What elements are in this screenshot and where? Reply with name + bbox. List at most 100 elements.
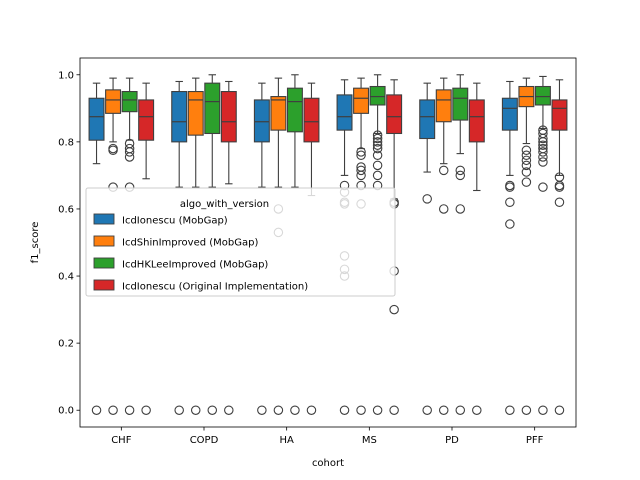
outlier-point: [372, 130, 383, 140]
outlier-point: [91, 405, 102, 415]
plot-frame: [79, 57, 577, 428]
box-iqr: [220, 90, 237, 143]
legend: algo_with_version IcdIonescu (MobGap)Icd…: [85, 187, 396, 297]
legend-item-icdionescu-original-implementation: IcdIonescu (Original Implementation): [93, 279, 308, 293]
box-icdshinimproved-mobgap-pff: [518, 77, 535, 415]
x-axis-label: cohort: [312, 458, 344, 469]
outlier-point: [207, 405, 218, 415]
box-iqr: [171, 90, 188, 143]
y-tick-label: 1.0: [58, 70, 74, 81]
outlier-point: [108, 405, 118, 415]
box-icdhkleeimproved-mobgap-pff: [534, 75, 551, 415]
box-iqr: [286, 87, 303, 133]
box-iqr: [138, 99, 155, 141]
box-iqr: [501, 97, 518, 131]
outlier-point: [257, 405, 267, 415]
box-icdionescu-original-implementation-pd: [468, 82, 485, 415]
legend-item-icdhkleeimproved-mobgap: IcdHKLeeImproved (MobGap): [93, 257, 268, 271]
outlier-point: [372, 160, 383, 171]
box-iqr: [187, 90, 204, 136]
outlier-point: [538, 405, 548, 415]
legend-title: algo_with_version: [180, 199, 269, 210]
outlier-point: [356, 170, 366, 181]
x-tick-label-pd: PD: [445, 435, 459, 446]
legend-item-icdionescu-mobgap: IcdIonescu (MobGap): [93, 213, 228, 227]
outlier-point: [521, 167, 532, 177]
outlier-point: [554, 405, 565, 415]
outlier-point: [372, 133, 383, 144]
outlier-point: [124, 405, 135, 415]
outlier-point: [505, 405, 515, 415]
outlier-point: [372, 143, 383, 154]
box-iqr: [88, 97, 105, 141]
y-tick-label: 0.2: [58, 339, 74, 350]
box-iqr: [468, 99, 485, 143]
outlier-point: [521, 150, 532, 161]
outlier-point: [554, 197, 565, 207]
box-icdhkleeimproved-mobgap-ha: [286, 74, 303, 415]
y-tick-label: 0.8: [58, 137, 74, 148]
legend-swatch: [93, 213, 115, 225]
box-icdhkleeimproved-mobgap-ms: [369, 74, 386, 415]
box-icdionescu-mobgap-pd: [419, 82, 436, 415]
legend-frame: [85, 187, 396, 297]
box-iqr: [353, 87, 370, 114]
y-tick-label: 0.6: [58, 204, 74, 215]
y-tick-label: 0.4: [58, 272, 74, 283]
outlier-point: [224, 405, 234, 415]
box-iqr: [105, 89, 122, 114]
legend-label: IcdHKLeeImproved (MobGap): [122, 260, 268, 271]
outlier-point: [538, 140, 548, 150]
outlier-point: [538, 182, 548, 192]
box-iqr: [204, 82, 221, 135]
outlier-point: [538, 157, 548, 167]
outlier-point: [455, 204, 466, 214]
outlier-point: [174, 405, 184, 415]
x-tick-label-chf: CHF: [111, 435, 132, 446]
outlier-point: [124, 152, 135, 162]
box-icdionescu-original-implementation-pff: [551, 79, 568, 415]
outlier-point: [438, 405, 449, 415]
outlier-point: [505, 219, 515, 229]
outlier-point: [356, 147, 366, 157]
x-tick-label-pff: PFF: [526, 435, 544, 446]
outlier-point: [372, 137, 383, 147]
y-axis-label: f1_score: [30, 222, 41, 264]
outlier-point: [538, 143, 548, 154]
outlier-point: [306, 405, 317, 415]
box-iqr: [336, 94, 353, 131]
x-tick-label-ha: HA: [279, 435, 294, 446]
outlier-point: [356, 162, 366, 172]
outlier-point: [554, 172, 565, 182]
outlier-point: [521, 177, 532, 187]
outlier-point: [389, 304, 399, 315]
outlier-point: [372, 405, 383, 415]
outlier-point: [505, 180, 515, 191]
box-iqr: [270, 96, 287, 131]
outlier-point: [273, 405, 284, 415]
box-iqr: [435, 89, 452, 123]
legend-items: IcdIonescu (MobGap) IcdShinImproved (MobG…: [93, 213, 308, 293]
box-iqr: [551, 99, 568, 131]
box-icdshinimproved-mobgap-pd: [435, 77, 452, 415]
outlier-point: [290, 405, 300, 415]
legend-swatch: [93, 235, 115, 247]
box-icdionescu-mobgap-pff: [501, 80, 518, 415]
outlier-point: [538, 128, 548, 139]
box-icdionescu-mobgap-chf: [88, 82, 105, 415]
outlier-point: [372, 150, 383, 161]
legend-label: IcdIonescu (MobGap): [122, 216, 228, 227]
outlier-point: [538, 152, 548, 162]
outlier-point: [438, 204, 449, 214]
box-icdhkleeimproved-mobgap-copd: [204, 74, 221, 415]
x-tick-label-copd: COPD: [190, 435, 219, 446]
outlier-point: [422, 405, 432, 415]
box-iqr: [386, 94, 403, 135]
outlier-point: [521, 155, 532, 166]
box-icdionescu-mobgap-copd: [171, 80, 188, 415]
outlier-point: [521, 145, 532, 156]
legend-swatch: [93, 257, 115, 269]
box-icdionescu-original-implementation-ha: [303, 82, 320, 415]
outlier-point: [356, 165, 366, 176]
